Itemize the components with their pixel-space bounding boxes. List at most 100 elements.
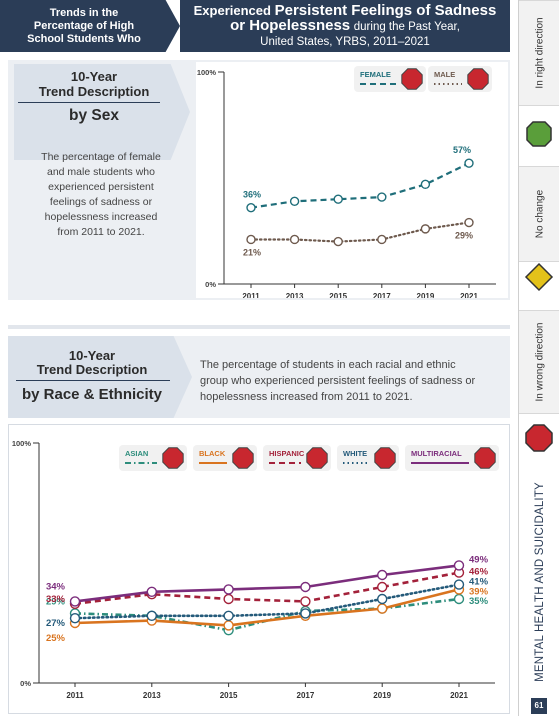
desc-sex-heading-3: by Sex — [69, 107, 119, 124]
data-point-hispanic — [300, 596, 311, 607]
wrong-direction-icon — [374, 447, 396, 469]
section-title-vertical: MENTAL HEALTH AND SUICIDALITY — [519, 472, 559, 692]
desc-sex-line: The percentage of female — [41, 151, 161, 163]
no-change-label: No change — [534, 189, 545, 239]
y-tick-label: 100% — [12, 439, 32, 448]
x-tick-label: 2019 — [417, 292, 435, 298]
end-value-label: 57% — [453, 145, 471, 155]
desc-sex-heading-2: Trend Description — [38, 84, 150, 99]
x-tick-label: 2013 — [286, 292, 304, 298]
legend-box — [405, 445, 499, 471]
legend-label: BLACK — [199, 449, 226, 458]
data-point-black — [377, 603, 388, 614]
divider-line — [16, 380, 170, 381]
data-point-female — [333, 194, 343, 204]
desc-sex-line: feelings of sadness or — [49, 196, 153, 208]
data-point-male — [377, 234, 387, 245]
start-value-label: 21% — [243, 247, 261, 257]
data-point-white — [300, 608, 311, 619]
chart-by-race: 100% 0% 2011 2013 2015 2017 2019 2021 29% 35% 25% 3… — [12, 439, 499, 700]
data-point-multiracial — [453, 560, 465, 571]
y-tick-label: 100% — [197, 68, 217, 77]
title-line-2: or Hopelessness during the Past Year, — [230, 18, 460, 35]
data-point-female — [464, 158, 474, 168]
x-tick-label: 2011 — [66, 691, 84, 700]
wrong-direction-icon — [306, 447, 328, 469]
series-line-black — [74, 588, 460, 627]
data-point-multiracial — [223, 584, 234, 595]
desc-sex-heading-1: 10-Year — [70, 69, 118, 84]
desc-sex-text: The percentage of female and male studen… — [26, 150, 176, 240]
data-point-hispanic — [377, 581, 388, 593]
x-tick-label: 2013 — [143, 691, 161, 700]
series-line-male — [249, 221, 471, 243]
data-point-female — [246, 202, 256, 213]
header-left-line-3: School Students Who — [27, 32, 141, 45]
wrong-direction-label: In wrong direction — [534, 322, 545, 402]
data-point-female — [377, 192, 387, 202]
start-value-label: 29% — [46, 596, 66, 607]
data-point-white — [146, 610, 158, 622]
series-line-female — [250, 162, 470, 209]
series-line-multiracial — [74, 564, 460, 603]
series-line-white — [73, 583, 461, 620]
data-point-white — [377, 593, 388, 605]
sidebar-legend: In right direction No change In wrong di… — [518, 0, 559, 716]
end-value-label: 49% — [469, 554, 489, 565]
desc-race-line: hopelessness increased from 2011 to 2021… — [200, 391, 413, 403]
x-tick-label: 2017 — [373, 292, 391, 298]
start-value-label: 36% — [243, 190, 261, 200]
x-tick-label: 2019 — [373, 691, 391, 700]
wrong-direction-icon — [474, 447, 496, 469]
y-tick-label: 0% — [205, 280, 216, 289]
chart-by-sex: 100% 0% 2011 2013 2015 2017 2019 2021 36% 57% 21% 2… — [197, 66, 496, 301]
page-number: 61 — [531, 698, 547, 714]
wrong-direction-icon — [401, 68, 423, 90]
desc-sex-line: hopelessness increased — [44, 211, 158, 223]
data-point-asian — [453, 593, 465, 605]
data-point-white — [453, 579, 465, 590]
right-direction-icon — [526, 121, 552, 147]
data-point-multiracial — [146, 586, 158, 598]
desc-race-line: group who experienced persistent feeling… — [200, 375, 476, 387]
series-line-hispanic — [74, 571, 460, 606]
wrong-direction-icon — [467, 68, 489, 90]
start-value-label: 25% — [46, 633, 66, 644]
desc-sex-line: experienced persistent — [48, 181, 154, 193]
desc-race-line: The percentage of students in each racia… — [200, 359, 456, 371]
title-subtitle: United States, YRBS, 2011–2021 — [260, 36, 430, 48]
x-tick-label: 2021 — [460, 292, 478, 298]
desc-sex-line: and male students who — [47, 166, 155, 178]
title-plain-1: Experienced — [193, 3, 271, 18]
data-point-male — [420, 224, 431, 234]
data-point-female — [289, 196, 300, 207]
header-left-line-2: Percentage of High — [33, 19, 135, 32]
divider-line — [18, 102, 160, 103]
title-bold: Persistent Feelings of Sadness — [274, 2, 497, 19]
legend-label: MALE — [434, 70, 455, 79]
trend-desc-race: 10-Year Trend Description by Race & Ethn… — [8, 336, 192, 418]
data-point-male — [464, 217, 474, 228]
wrong-direction-icon — [162, 447, 184, 469]
end-value-label: 35% — [469, 596, 489, 607]
wrong-direction-box: In wrong direction — [519, 310, 559, 414]
end-value-label: 29% — [455, 231, 473, 241]
desc-race-heading-3: by Race & Ethnicity — [21, 386, 163, 403]
no-change-box: No change — [519, 166, 559, 262]
right-direction-label: In right direction — [534, 17, 545, 89]
legend-label: WHITE — [343, 449, 367, 458]
desc-race-heading-1: 10-Year — [68, 348, 116, 363]
no-change-icon — [524, 262, 554, 292]
header-left-banner: Trends in the Percentage of High School … — [0, 0, 180, 52]
end-value-label: 41% — [469, 577, 489, 588]
data-point-multiracial — [377, 569, 388, 581]
trend-desc-sex: 10-Year Trend Description by Sex — [14, 64, 190, 160]
header-title-banner: Experienced Persistent Feelings of Sadne… — [180, 0, 510, 52]
header-left-line-1: Trends in the — [49, 6, 119, 19]
x-tick-label: 2011 — [242, 292, 260, 298]
data-point-hispanic — [223, 593, 234, 605]
data-point-black — [223, 620, 234, 631]
end-value-label: 46% — [469, 567, 489, 578]
data-point-male — [289, 234, 300, 245]
x-tick-label: 2021 — [450, 691, 468, 700]
